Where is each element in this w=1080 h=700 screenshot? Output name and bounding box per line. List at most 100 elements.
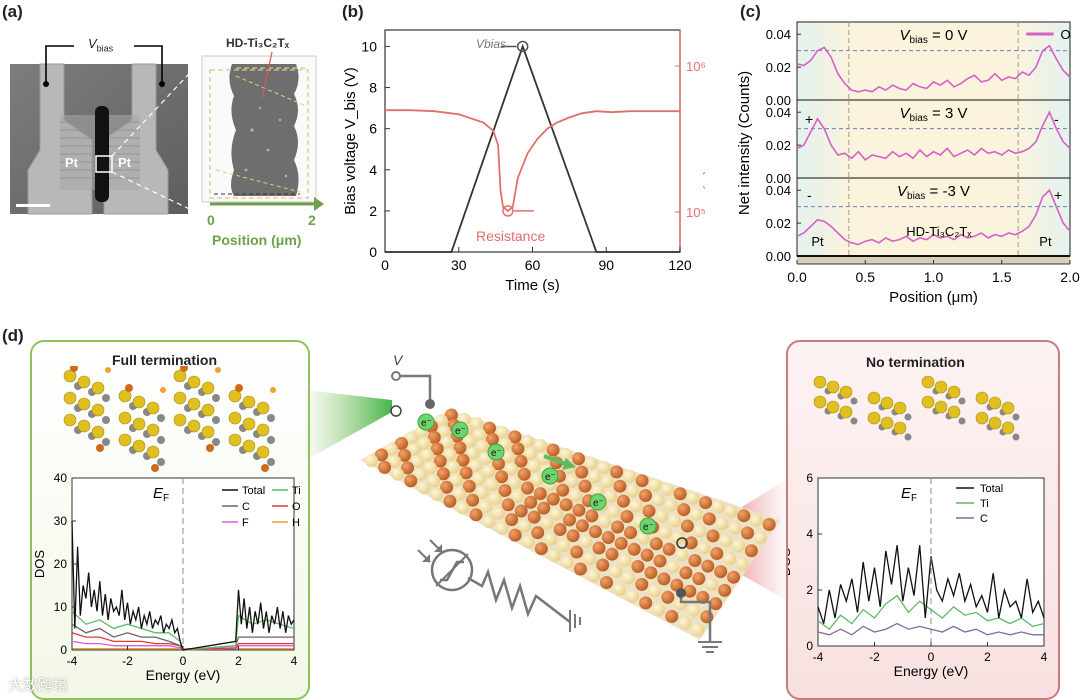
- dos-series-ti: [71, 610, 295, 651]
- sheet-atom: [600, 475, 614, 488]
- pt-left-label: Pt: [811, 234, 824, 249]
- zoom-beam-left: [306, 390, 392, 460]
- sheet-atom: [596, 558, 610, 572]
- sheet-atom: [556, 483, 570, 497]
- sheet-atom: [482, 515, 496, 529]
- sheet-atom: [702, 512, 716, 526]
- titanium-atom: [146, 423, 160, 437]
- electron-label: e⁻: [545, 472, 556, 483]
- sheet-atom: [495, 426, 509, 439]
- sheet-atom: [644, 566, 658, 580]
- sheet-atom: [495, 521, 509, 535]
- dos-series-c: [71, 623, 294, 651]
- sheet-atom: [521, 434, 535, 448]
- sheet-atom: [427, 430, 441, 444]
- y-tick-label: 30: [54, 514, 68, 528]
- titanium-atom: [228, 433, 242, 447]
- y-tick-label: 0.02: [766, 216, 791, 231]
- sheet-atom: [414, 467, 427, 481]
- oxygen-atom: [70, 366, 78, 372]
- sheet-atom: [598, 514, 612, 528]
- y-tick-label: 0.00: [766, 171, 791, 186]
- sheet-atom: [583, 552, 597, 565]
- sheet-atom: [436, 467, 450, 481]
- sheet-atom: [690, 507, 703, 521]
- panel-a-figure: [10, 45, 324, 215]
- hd-label: HD-Ti₃C₂Tₓ: [906, 224, 972, 239]
- sheet-atom: [559, 447, 573, 461]
- sheet-atom: [605, 547, 619, 561]
- electron-label: e⁻: [593, 498, 604, 509]
- sheet-atom: [533, 439, 547, 453]
- sheet-atom: [626, 589, 640, 603]
- titanium-atom: [91, 381, 105, 395]
- sheet-atom: [410, 455, 424, 468]
- sheet-atom: [631, 560, 645, 573]
- y-axis-title: Bias voltage V_bis (V): [342, 67, 359, 215]
- sheet-atom: [741, 526, 754, 540]
- carbon-atom: [850, 397, 858, 405]
- sheet-atom: [469, 508, 483, 522]
- titanium-atom: [77, 397, 91, 411]
- sheet-atom: [588, 525, 602, 539]
- carbon-atom: [102, 438, 110, 446]
- sheet-atom: [470, 417, 484, 431]
- sheet-atom: [636, 531, 650, 545]
- y2-tick-label: 10⁵: [686, 205, 705, 220]
- y-tick-label: 0.04: [766, 105, 791, 120]
- titanium-atom: [975, 411, 989, 425]
- sheet-atom: [635, 474, 649, 488]
- sheet-atom: [485, 478, 499, 492]
- titanium-atom: [173, 413, 187, 427]
- sheet-atom: [692, 572, 706, 586]
- sheet-atom: [420, 448, 434, 462]
- y-tick-label: 10: [361, 38, 377, 54]
- sheet-atom: [444, 408, 458, 422]
- sheet-atom: [666, 560, 680, 574]
- sheet-atom: [736, 557, 749, 571]
- y-tick-label: 0.02: [766, 138, 791, 153]
- carbon-atom: [157, 458, 165, 466]
- sheet-atom: [511, 442, 525, 456]
- sheet-atom: [686, 491, 700, 505]
- sheet-atom: [677, 503, 691, 517]
- sheet-atom: [601, 531, 615, 544]
- sheet-atom: [639, 489, 652, 502]
- sheet-atom: [597, 461, 611, 474]
- sheet-atom: [724, 504, 738, 518]
- zoom-box: [95, 155, 113, 173]
- electron: [451, 421, 469, 439]
- y-tick-label: 0: [806, 639, 813, 653]
- sheet-atom: [537, 501, 551, 515]
- titanium-atom: [146, 401, 160, 415]
- sheet-atom: [388, 454, 401, 468]
- sheet-atom: [592, 541, 606, 555]
- position-end: 2: [308, 212, 316, 228]
- sheet-atom: [566, 529, 580, 543]
- titanium-atom: [813, 376, 827, 389]
- x-tick-label: 2.0: [1060, 269, 1080, 285]
- sheet-atom: [683, 584, 697, 598]
- position-arrow: [314, 197, 324, 211]
- sheet-atom: [508, 475, 521, 489]
- titanium-atom: [187, 397, 201, 411]
- carbon-atom: [904, 413, 912, 421]
- sheet-atom: [449, 473, 463, 487]
- sheet-atom: [578, 479, 592, 493]
- carbon-atom: [212, 438, 220, 446]
- sheet-atom: [560, 555, 574, 569]
- axes-frame: [384, 29, 681, 253]
- titanium-atom: [118, 433, 132, 447]
- sheet-atom: [518, 519, 532, 533]
- carbon-atom: [904, 433, 912, 441]
- sheet-atom: [639, 596, 653, 610]
- legend-label: O: [1060, 27, 1070, 42]
- sheet-atom: [505, 513, 519, 527]
- panel-d-label: (d): [2, 326, 24, 345]
- sheet-atom: [473, 428, 487, 442]
- titanium-atom: [173, 391, 187, 405]
- y-tick-label: 4: [806, 527, 813, 541]
- sheet-atom: [626, 484, 640, 498]
- sheet-atom: [706, 529, 720, 543]
- panel-c-label: (c): [740, 2, 761, 21]
